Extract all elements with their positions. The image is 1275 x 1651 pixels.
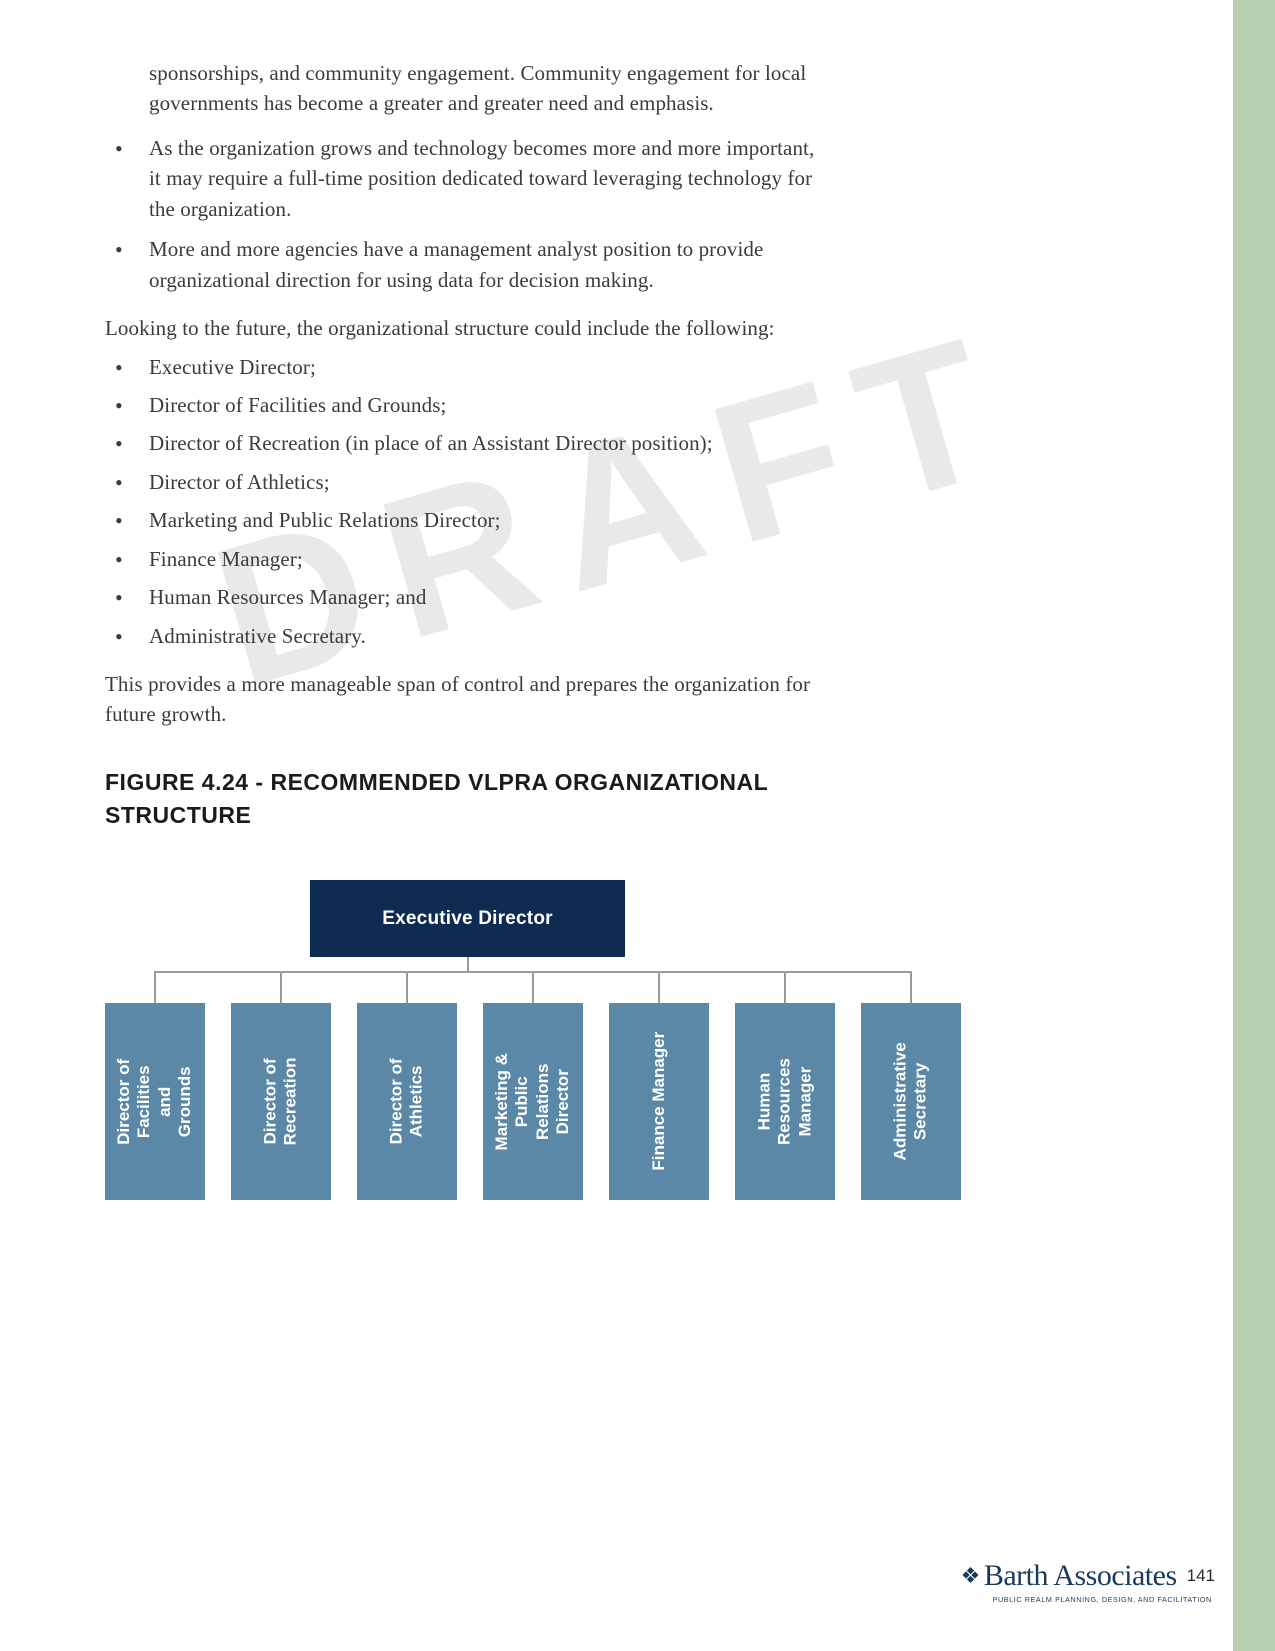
list-item: More and more agencies have a management… — [105, 234, 825, 295]
body-content: sponsorships, and community engagement. … — [105, 58, 825, 833]
org-root-label: Executive Director — [382, 908, 552, 930]
intro-continuation: sponsorships, and community engagement. … — [105, 58, 825, 119]
connector-line — [910, 971, 912, 1003]
org-child-label: Director ofFacilities andGrounds — [114, 1052, 196, 1152]
footer-logo-text: Barth Associates — [984, 1559, 1177, 1592]
list-item: Administrative Secretary. — [105, 621, 825, 651]
connector-line — [658, 971, 660, 1003]
bullets-positions: Executive Director; Director of Facilitie… — [105, 352, 825, 652]
connector-line — [406, 971, 408, 1003]
org-child-box: Director ofFacilities andGrounds — [105, 1003, 205, 1200]
page-footer: ❖Barth Associates PUBLIC REALM PLANNING,… — [961, 1559, 1215, 1593]
right-side-band — [1233, 0, 1275, 1651]
list-item: Director of Athletics; — [105, 467, 825, 497]
page-number: 141 — [1187, 1566, 1215, 1586]
org-child-box: Marketing & PublicRelations Director — [483, 1003, 583, 1200]
list-item: Marketing and Public Relations Director; — [105, 505, 825, 535]
list-item: Director of Facilities and Grounds; — [105, 390, 825, 420]
document-page: DRAFT sponsorships, and community engage… — [0, 0, 1275, 1651]
list-item: Finance Manager; — [105, 544, 825, 574]
org-child-label: Director ofAthletics — [387, 1052, 428, 1152]
footer-tagline: PUBLIC REALM PLANNING, DESIGN, AND FACIL… — [993, 1595, 1212, 1604]
lead-paragraph: Looking to the future, the organizationa… — [105, 313, 825, 343]
footer-logo: ❖Barth Associates PUBLIC REALM PLANNING,… — [961, 1559, 1177, 1593]
closing-paragraph: This provides a more manageable span of … — [105, 669, 825, 730]
connector-line — [532, 971, 534, 1003]
connector-line — [467, 957, 469, 971]
org-root-box: Executive Director — [310, 880, 625, 957]
org-child-label: Marketing & PublicRelations Director — [492, 1052, 574, 1152]
list-item: Human Resources Manager; and — [105, 582, 825, 612]
org-child-label: HumanResourcesManager — [754, 1051, 815, 1151]
org-child-box: HumanResourcesManager — [735, 1003, 835, 1200]
connector-line — [784, 971, 786, 1003]
org-chart: Executive Director Director ofFacilities… — [105, 870, 845, 1190]
org-child-box: Director ofAthletics — [357, 1003, 457, 1200]
connector-line — [154, 971, 156, 1003]
org-child-box: AdministrativeSecretary — [861, 1003, 961, 1200]
list-item: As the organization grows and technology… — [105, 133, 825, 224]
bullets-top: As the organization grows and technology… — [105, 133, 825, 295]
list-item: Director of Recreation (in place of an A… — [105, 428, 825, 458]
org-child-box: Finance Manager — [609, 1003, 709, 1200]
org-child-box: Director ofRecreation — [231, 1003, 331, 1200]
org-child-label: AdministrativeSecretary — [891, 1042, 932, 1160]
figure-title: FIGURE 4.24 - RECOMMENDED VLPRA ORGANIZA… — [105, 766, 825, 833]
org-child-label: Finance Manager — [649, 1032, 669, 1171]
diamond-icon: ❖ — [961, 1563, 980, 1589]
connector-line — [280, 971, 282, 1003]
list-item: Executive Director; — [105, 352, 825, 382]
org-child-label: Director ofRecreation — [261, 1052, 302, 1152]
org-children-row: Director ofFacilities andGrounds Director… — [105, 1003, 961, 1200]
